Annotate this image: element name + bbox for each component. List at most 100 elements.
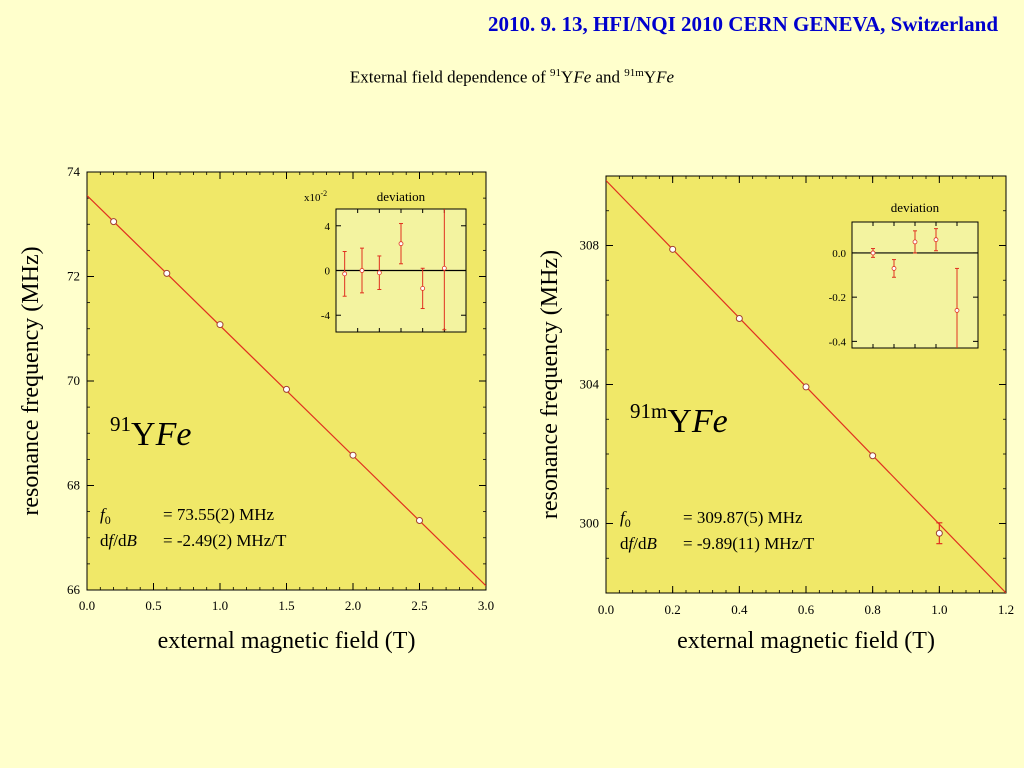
data-point — [283, 385, 290, 393]
y-tick-label: 308 — [580, 238, 600, 253]
slide-subtitle: External field dependence of 91YFe and 9… — [0, 67, 1024, 88]
host2: Fe — [656, 67, 675, 87]
x-tick-label: 1.2 — [998, 602, 1014, 617]
x-tick-label: 1.0 — [931, 602, 947, 617]
data-point — [869, 452, 877, 460]
inset-point — [441, 265, 447, 271]
inset-point — [398, 241, 404, 247]
param-f0-label: f0 — [620, 508, 631, 530]
inset-y-tick-label: -0.4 — [829, 336, 847, 348]
x-tick-label: 0.6 — [798, 602, 815, 617]
inset-y-tick-label: -4 — [321, 310, 331, 322]
subtitle-conj: and — [591, 67, 625, 87]
x-tick-label: 1.0 — [212, 598, 228, 613]
param-f-subscript: 0 — [105, 513, 111, 527]
inset-y-tick-label: -0.2 — [829, 292, 846, 304]
subtitle-prefix: External field dependence of — [349, 67, 551, 87]
param-f-sym: f — [100, 505, 107, 524]
data-point — [735, 314, 743, 322]
x-tick-label: 0.0 — [79, 598, 95, 613]
inset-point — [342, 271, 348, 277]
y-tick-label: 300 — [580, 516, 600, 531]
inset-point — [420, 285, 426, 291]
inset-point — [933, 237, 939, 243]
chart-panel-1: 0.0 0.5 1.0 1.5 2.0 2.5 3.0 66 68 70 72 74 external … — [18, 164, 494, 654]
param-slash-d: /d — [633, 534, 647, 553]
param-d1: d — [620, 534, 629, 553]
isotope-symbol: Y — [131, 416, 156, 453]
inset-point — [870, 250, 876, 256]
y-tick-label: 66 — [67, 582, 81, 597]
deviation-inset: deviation x10-2 -4 0 4 — [304, 189, 467, 333]
data-point — [669, 245, 677, 253]
param-slope-value: = -9.89(11) MHz/T — [683, 534, 815, 553]
param-slope-label: df/dB — [100, 531, 137, 550]
chart-panel-2: 0.0 0.2 0.4 0.6 0.8 1.0 1.2 300 304 308 external m… — [537, 175, 1014, 654]
inset-mult-base: x10 — [304, 192, 321, 204]
param-f-subscript: 0 — [625, 516, 631, 530]
isotope-symbol: Y — [667, 403, 692, 440]
isotope1-mass: 91 — [550, 67, 562, 79]
inset-point — [954, 308, 960, 313]
param-slope-label: df/dB — [620, 534, 657, 553]
y-tick-label: 68 — [67, 478, 80, 493]
y-tick-label: 72 — [67, 269, 80, 284]
x-tick-label: 0.2 — [665, 602, 681, 617]
presentation-header: 2010. 9. 13, HFI/NQI 2010 CERN GENEVA, S… — [487, 12, 998, 36]
param-slash-d: /d — [113, 531, 127, 550]
param-f2: f — [629, 534, 636, 553]
isotope2-mass: 91m — [624, 67, 644, 79]
data-point — [802, 383, 810, 391]
y-axis-label: resonance frequency (MHz) — [18, 246, 44, 515]
x-tick-label: 0.5 — [145, 598, 161, 613]
x-tick-label: 0.0 — [598, 602, 614, 617]
param-f0-value: = 73.55(2) MHz — [163, 505, 275, 524]
x-tick-label: 3.0 — [478, 598, 494, 613]
isotope-mass: 91 — [110, 412, 131, 436]
isotope2-symbol: Y — [643, 67, 657, 87]
param-f2: f — [109, 531, 116, 550]
data-point — [110, 218, 118, 226]
param-b: B — [646, 534, 657, 553]
isotope-host: Fe — [691, 403, 728, 440]
y-tick-label: 70 — [67, 373, 80, 388]
x-tick-label: 1.5 — [278, 598, 294, 613]
inset-point — [891, 266, 897, 271]
y-tick-label: 74 — [67, 164, 81, 179]
x-tick-label: 0.8 — [865, 602, 881, 617]
host1: Fe — [573, 67, 592, 87]
inset-multiplier: x10-2 — [304, 189, 327, 204]
x-tick-label: 0.4 — [731, 602, 748, 617]
param-f0-value: = 309.87(5) MHz — [683, 508, 803, 527]
isotope1-symbol: Y — [561, 67, 574, 87]
isotope-label: 91mYFe — [630, 399, 728, 440]
inset-y-tick-label: 0 — [325, 266, 331, 278]
inset-y-tick-label: 0.0 — [832, 248, 846, 260]
param-d1: d — [100, 531, 109, 550]
data-point — [416, 517, 423, 525]
inset-title: deviation — [891, 200, 940, 215]
inset-y-tick-label: 4 — [325, 221, 331, 233]
inset-point — [912, 239, 918, 245]
inset-point — [376, 270, 382, 276]
param-f0-label: f0 — [100, 505, 111, 527]
param-b: B — [126, 531, 137, 550]
inset-mult-exp: -2 — [321, 189, 328, 198]
x-tick-label: 2.0 — [345, 598, 361, 613]
data-point — [935, 529, 943, 537]
inset-point — [359, 268, 365, 273]
deviation-inset: deviation -0.4 -0.2 0.0 — [829, 200, 979, 349]
data-point — [349, 451, 357, 459]
param-slope-value: = -2.49(2) MHz/T — [163, 531, 287, 550]
param-f-sym: f — [620, 508, 627, 527]
data-point — [163, 269, 171, 277]
x-axis-label: external magnetic field (T) — [158, 628, 416, 654]
y-tick-label: 304 — [580, 377, 600, 392]
inset-title: deviation — [377, 189, 426, 204]
isotope-host: Fe — [155, 416, 192, 453]
x-tick-label: 2.5 — [411, 598, 427, 613]
y-axis-label: resonance frequency (MHz) — [537, 250, 563, 519]
x-axis-label: external magnetic field (T) — [677, 628, 935, 654]
isotope-label: 91YFe — [110, 412, 191, 453]
isotope-mass: 91m — [630, 399, 667, 423]
